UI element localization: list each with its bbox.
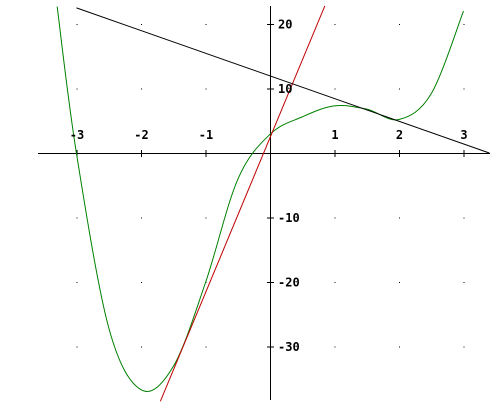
y-tick-label: 10 (278, 82, 292, 96)
x-tick-label: -2 (134, 128, 148, 142)
grid-dot (463, 24, 465, 25)
grid-dot (399, 346, 400, 348)
grid-dot (141, 24, 142, 25)
x-tick-label: 1 (331, 128, 338, 142)
grid-dot (334, 346, 336, 348)
grid-dot (141, 217, 142, 219)
grid-dot (141, 88, 142, 90)
grid-dot (334, 88, 336, 90)
grid-dot (334, 217, 336, 219)
grid-dot (76, 282, 78, 283)
y-tick-label: 20 (278, 18, 292, 32)
grid-dot (141, 282, 142, 283)
grid-dot (463, 346, 465, 348)
grid-dot (334, 282, 336, 283)
secant-line (76, 7, 490, 154)
grid-dot (205, 217, 207, 219)
grid-dot (205, 24, 207, 25)
grid-dot (334, 24, 336, 25)
tick-labels: -3 -2 -1 1 2 3 20 10 -10 -20 -30 (70, 18, 468, 355)
grid-dot (76, 24, 78, 25)
grid-dot (399, 24, 400, 25)
grid-dot (205, 346, 207, 348)
x-tick-label: -3 (70, 128, 84, 142)
grid-dot (399, 217, 400, 219)
x-tick-label: -1 (199, 128, 213, 142)
grid-dot (463, 217, 465, 219)
grid-dot (76, 217, 78, 219)
grid-dot (463, 282, 465, 283)
grid-dot (463, 88, 465, 90)
grid-dots (76, 24, 465, 348)
grid-dot (399, 88, 400, 90)
grid-dot (399, 282, 400, 283)
grid-dot (76, 346, 78, 348)
y-tick-label: -20 (278, 276, 300, 290)
series-group (56, 5, 490, 402)
y-tick-label: -10 (278, 211, 300, 225)
grid-dot (76, 88, 78, 90)
grid-dot (205, 88, 207, 90)
x-tick-label: 2 (396, 128, 403, 142)
grid-dot (141, 346, 142, 348)
cubic-curve-line (56, 6, 464, 392)
x-tick-label: 3 (460, 128, 467, 142)
y-tick-label: -30 (278, 340, 300, 354)
tangent-line (159, 5, 326, 402)
